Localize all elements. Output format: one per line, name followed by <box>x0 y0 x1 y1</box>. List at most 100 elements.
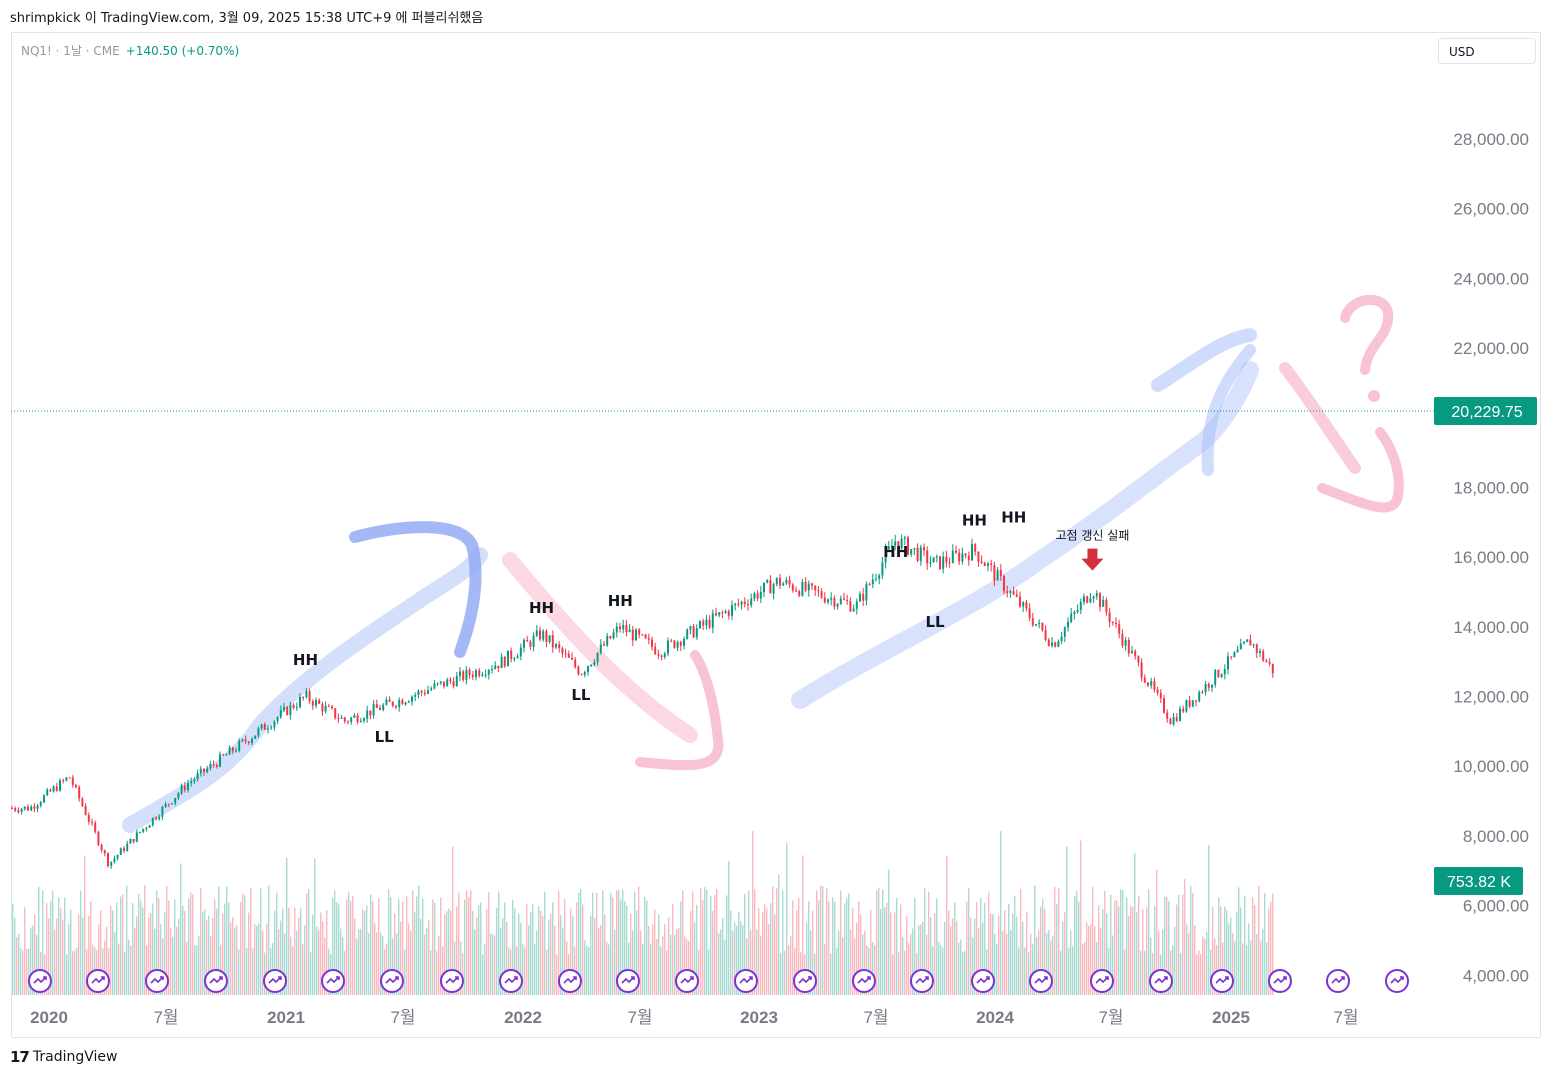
candle-body <box>209 764 212 769</box>
candle-body <box>593 662 596 665</box>
volume-bar <box>196 945 198 995</box>
volume-bar <box>418 885 420 995</box>
candle-body <box>43 795 45 803</box>
volume-bar <box>676 929 678 995</box>
candle-body <box>1236 649 1239 653</box>
volume-bar <box>356 939 358 995</box>
candle-body <box>193 779 196 782</box>
candle-body <box>161 806 164 817</box>
candle-body <box>622 624 625 630</box>
volume-bar <box>848 893 850 995</box>
volume-bars <box>12 830 1274 995</box>
volume-bar <box>1200 954 1202 995</box>
volume-bar <box>198 936 200 995</box>
candle-body <box>663 653 666 657</box>
volume-bar <box>322 921 324 995</box>
volume-bar <box>942 947 944 995</box>
volume-bar <box>742 924 744 995</box>
volume-bar <box>904 950 906 995</box>
volume-bar <box>190 892 192 995</box>
volume-bar <box>332 897 334 995</box>
volume-bar <box>594 917 596 995</box>
symbol-legend[interactable]: NQ1! · 1날 · CME +140.50 (+0.70%) <box>21 42 239 59</box>
volume-bar <box>1120 889 1122 995</box>
candle-body <box>62 780 65 782</box>
volume-bar <box>856 922 858 995</box>
candle-body <box>1175 717 1178 721</box>
symbol-info[interactable]: NQ1! · 1날 · CME <box>21 44 120 58</box>
volume-bar <box>1242 943 1244 995</box>
candle-body <box>603 644 605 646</box>
volume-bar <box>954 902 956 995</box>
candle-body <box>1252 644 1255 646</box>
candle-body <box>564 653 567 655</box>
volume-bar <box>344 951 346 995</box>
volume-bar <box>994 933 996 995</box>
volume-bar <box>1222 942 1224 995</box>
candle-body <box>1108 612 1111 622</box>
price-axis[interactable]: 28,000.00 26,000.00 24,000.00 22,000.00 18,0… <box>1453 130 1529 985</box>
volume-bar <box>1266 942 1268 995</box>
candle-body <box>167 803 170 805</box>
volume-bar <box>1140 950 1142 995</box>
volume-bar <box>382 936 384 995</box>
volume-bar <box>698 949 700 995</box>
volume-bar <box>1262 929 1264 995</box>
candle-body <box>942 556 945 569</box>
volume-bar <box>80 890 82 995</box>
trend-glyph-icon <box>1154 976 1168 984</box>
earnings-event-markers[interactable] <box>28 969 1409 993</box>
volume-bar <box>596 892 598 995</box>
candle-body <box>379 707 381 710</box>
volume-bar <box>898 951 900 995</box>
volume-bar <box>220 944 222 995</box>
candle-body <box>1092 596 1095 599</box>
volume-bar <box>1124 949 1126 995</box>
volume-bar <box>1264 893 1266 995</box>
volume-bar <box>1026 911 1028 995</box>
trend-glyph-icon <box>268 976 282 984</box>
candle-body <box>315 700 317 706</box>
volume-bar <box>84 855 86 995</box>
volume-bar <box>538 906 540 995</box>
volume-bar <box>1244 895 1246 995</box>
volume-bar <box>756 929 758 995</box>
volume-bar <box>1074 896 1076 995</box>
candle-body <box>542 631 545 640</box>
volume-bar <box>1224 906 1226 995</box>
volume-bar <box>432 899 434 995</box>
volume-bar <box>1236 912 1238 995</box>
volume-bar <box>1174 926 1176 995</box>
candle-body <box>289 704 292 715</box>
volume-bar <box>238 949 240 995</box>
volume-bar <box>1208 845 1210 995</box>
volume-bar <box>826 888 828 995</box>
candle-body <box>948 562 951 564</box>
candle-body <box>487 670 490 675</box>
candle-body <box>987 563 989 566</box>
y-tick-label: 14,000.00 <box>1453 618 1529 637</box>
candle-body <box>727 611 730 616</box>
volume-bar <box>992 914 994 995</box>
time-axis[interactable]: 2020 7월 2021 7월 2022 7월 2023 7월 2024 7월 2025 7월 <box>30 1008 1358 1027</box>
volume-bar <box>428 919 430 995</box>
volume-bar <box>230 922 232 995</box>
volume-bar <box>12 903 14 995</box>
candle-body <box>1073 611 1076 614</box>
candle-body <box>1163 698 1165 713</box>
candle-body <box>103 850 106 854</box>
volume-bar <box>100 910 102 995</box>
currency-selector[interactable]: USD <box>1438 38 1536 64</box>
candle-body <box>171 803 173 805</box>
volume-bar <box>842 937 844 995</box>
tradingview-brand: TradingView <box>32 1049 118 1065</box>
candle-body <box>49 789 52 792</box>
volume-bar <box>1072 946 1074 995</box>
candle-body <box>430 688 433 691</box>
tradingview-footer[interactable]: 17 TradingView <box>10 1048 117 1066</box>
trend-glyph-icon <box>680 976 694 984</box>
candle-body <box>27 806 29 811</box>
candle-body <box>801 581 804 596</box>
candle-body <box>974 544 977 552</box>
